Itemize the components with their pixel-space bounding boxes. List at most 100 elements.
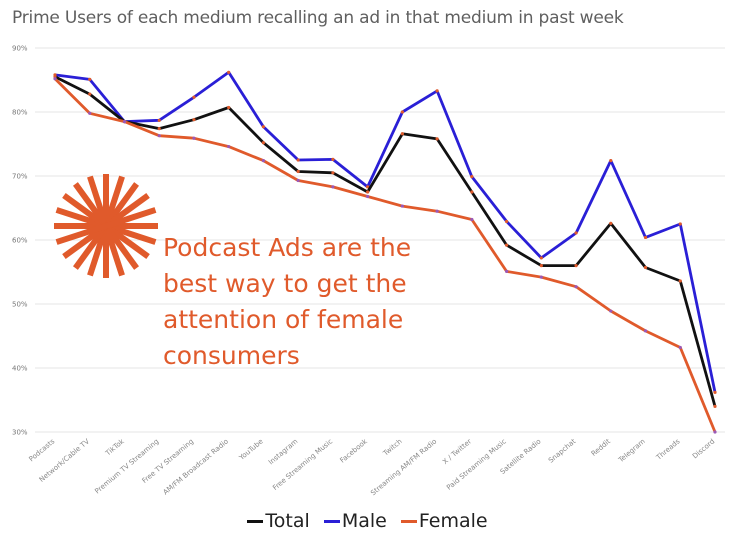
x-tick-label: Podcasts <box>27 437 56 463</box>
point-male <box>713 390 717 394</box>
legend-swatch-female <box>400 520 417 523</box>
x-tick-label: Discord <box>691 437 716 460</box>
x-tick-label: TikTok <box>103 437 126 458</box>
chart-title: Prime Users of each medium recalling an … <box>12 8 624 28</box>
point-total <box>400 132 404 136</box>
point-female <box>122 120 127 124</box>
x-tick-label: Threads <box>654 437 682 462</box>
point-male <box>192 95 196 99</box>
point-male <box>470 175 474 179</box>
point-female <box>435 209 439 213</box>
point-total <box>88 92 92 96</box>
point-male <box>609 159 613 163</box>
legend-item-total[interactable]: Total <box>247 510 310 532</box>
point-female <box>713 430 717 434</box>
point-total <box>470 190 474 194</box>
x-tick-label: Premium TV Streaming <box>93 437 160 495</box>
y-axis-ticks: 30% 40% 50% 60% 70% 80% 90% <box>12 45 28 437</box>
point-male <box>643 235 648 240</box>
x-tick-label: YouTube <box>237 437 265 462</box>
x-tick-label: X / Twitter <box>441 437 473 466</box>
point-male <box>331 157 335 161</box>
point-total <box>157 127 161 131</box>
x-tick-label: Streaming AM/FM Radio <box>369 437 438 497</box>
point-female <box>88 111 92 115</box>
point-total <box>331 171 335 175</box>
point-male <box>574 231 578 235</box>
x-tick-label: Reddit <box>590 437 613 458</box>
x-tick-label: Twitch <box>381 437 404 458</box>
point-male <box>400 110 404 114</box>
legend: Total Male Female <box>0 510 735 532</box>
legend-label-total: Total <box>265 510 310 532</box>
point-female <box>539 275 543 279</box>
y-tick-label: 30% <box>12 429 28 437</box>
point-female <box>296 178 300 183</box>
callout-text: Podcast Ads are the best way to get the … <box>163 233 412 370</box>
point-total <box>678 279 682 283</box>
starburst-ray <box>55 207 157 245</box>
point-female <box>643 329 648 333</box>
series-line-male <box>54 70 717 393</box>
point-female <box>53 77 57 81</box>
point-male <box>157 118 161 122</box>
y-tick-label: 40% <box>12 365 28 373</box>
point-female <box>227 144 231 149</box>
point-female <box>192 136 196 140</box>
series-lines <box>53 70 717 434</box>
point-female <box>331 185 335 189</box>
point-total <box>574 264 578 268</box>
point-total <box>192 118 196 122</box>
point-female <box>609 309 613 313</box>
legend-label-female: Female <box>418 510 488 532</box>
point-total <box>504 243 509 247</box>
point-total <box>713 404 717 408</box>
x-tick-label: Facebook <box>339 437 370 465</box>
series-line-female <box>54 77 717 433</box>
y-tick-label: 70% <box>12 173 28 181</box>
y-tick-label: 60% <box>12 237 28 245</box>
x-tick-label: Telegram <box>616 437 647 465</box>
point-male <box>504 219 509 224</box>
y-tick-label: 50% <box>12 301 28 309</box>
x-tick-label: Snapchat <box>547 437 578 464</box>
legend-swatch-male <box>323 520 340 523</box>
point-male <box>88 77 92 81</box>
grid-lines <box>35 47 725 433</box>
legend-item-female[interactable]: Female <box>400 510 488 532</box>
legend-swatch-total <box>247 520 264 523</box>
point-male <box>296 158 300 162</box>
point-total <box>261 141 266 145</box>
point-female <box>470 217 474 222</box>
series-line-total <box>54 75 717 407</box>
point-total <box>435 137 439 141</box>
point-male <box>261 125 266 129</box>
point-male <box>366 185 370 189</box>
starburst-icon <box>54 174 158 278</box>
point-total <box>366 190 370 194</box>
point-female <box>261 159 266 163</box>
x-tick-label: Instagram <box>267 437 300 466</box>
point-male <box>539 256 543 260</box>
x-tick-label: Free Streaming Music <box>271 437 334 492</box>
point-female <box>157 134 161 138</box>
point-male <box>227 70 231 74</box>
point-total <box>296 169 300 174</box>
y-tick-label: 90% <box>12 45 28 53</box>
point-female <box>504 269 509 273</box>
point-male <box>678 222 682 226</box>
point-total <box>227 105 231 110</box>
x-tick-label: Paid Streaming Music <box>445 437 508 492</box>
point-female <box>400 204 404 208</box>
point-total <box>539 264 543 268</box>
legend-label-male: Male <box>341 510 387 532</box>
y-tick-label: 80% <box>12 109 28 117</box>
point-female <box>678 345 682 350</box>
point-female <box>574 285 578 289</box>
point-total <box>609 221 613 225</box>
point-total <box>643 265 648 270</box>
x-tick-label: AM/FM Broadcast Radio <box>162 437 230 496</box>
legend-item-male[interactable]: Male <box>323 510 387 532</box>
